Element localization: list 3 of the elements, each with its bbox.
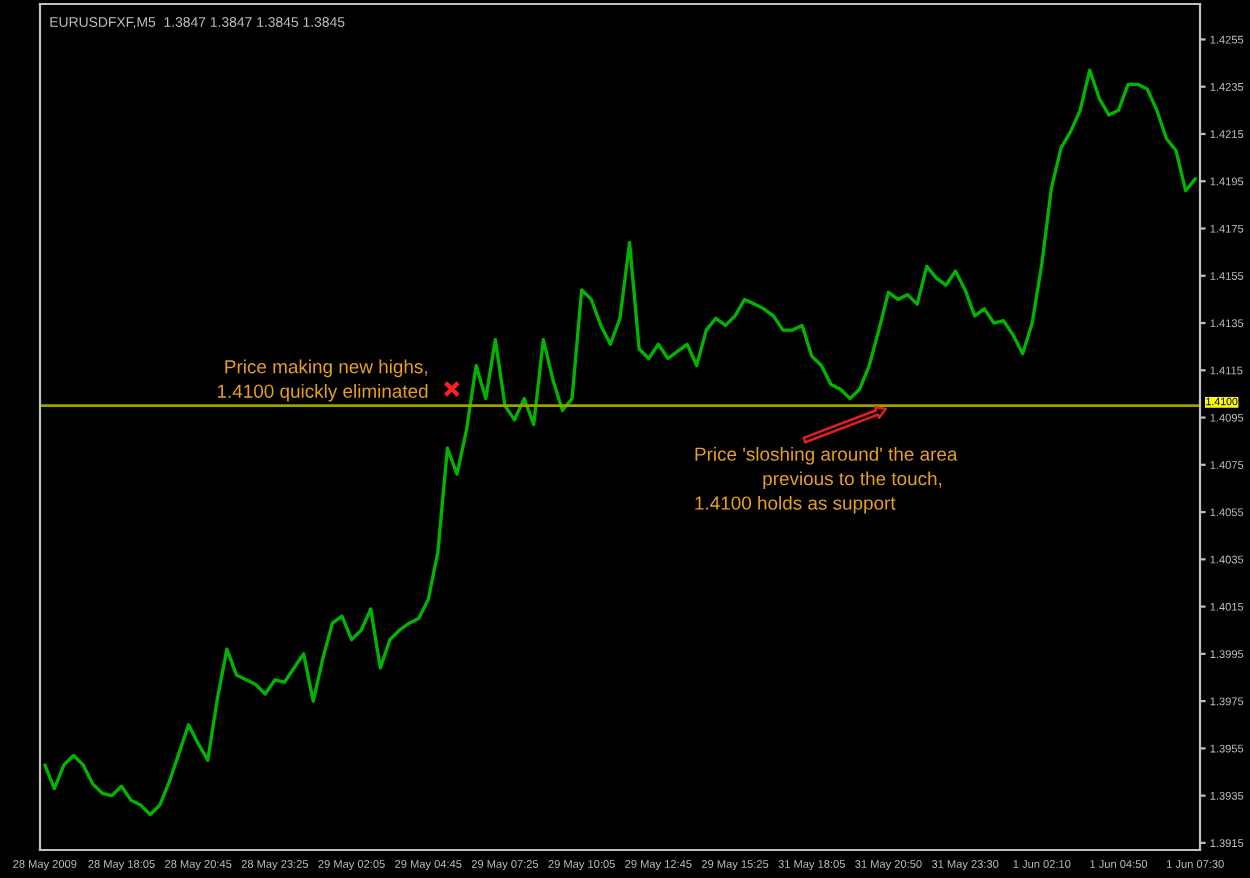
annotation: Price making new highs, 1.4100 quickly eliminated [217,359,428,402]
line-series [43,68,1197,817]
annotation: Price 'sloshing around' the area previous to the touch, 1.4100 holds as support [695,446,958,514]
